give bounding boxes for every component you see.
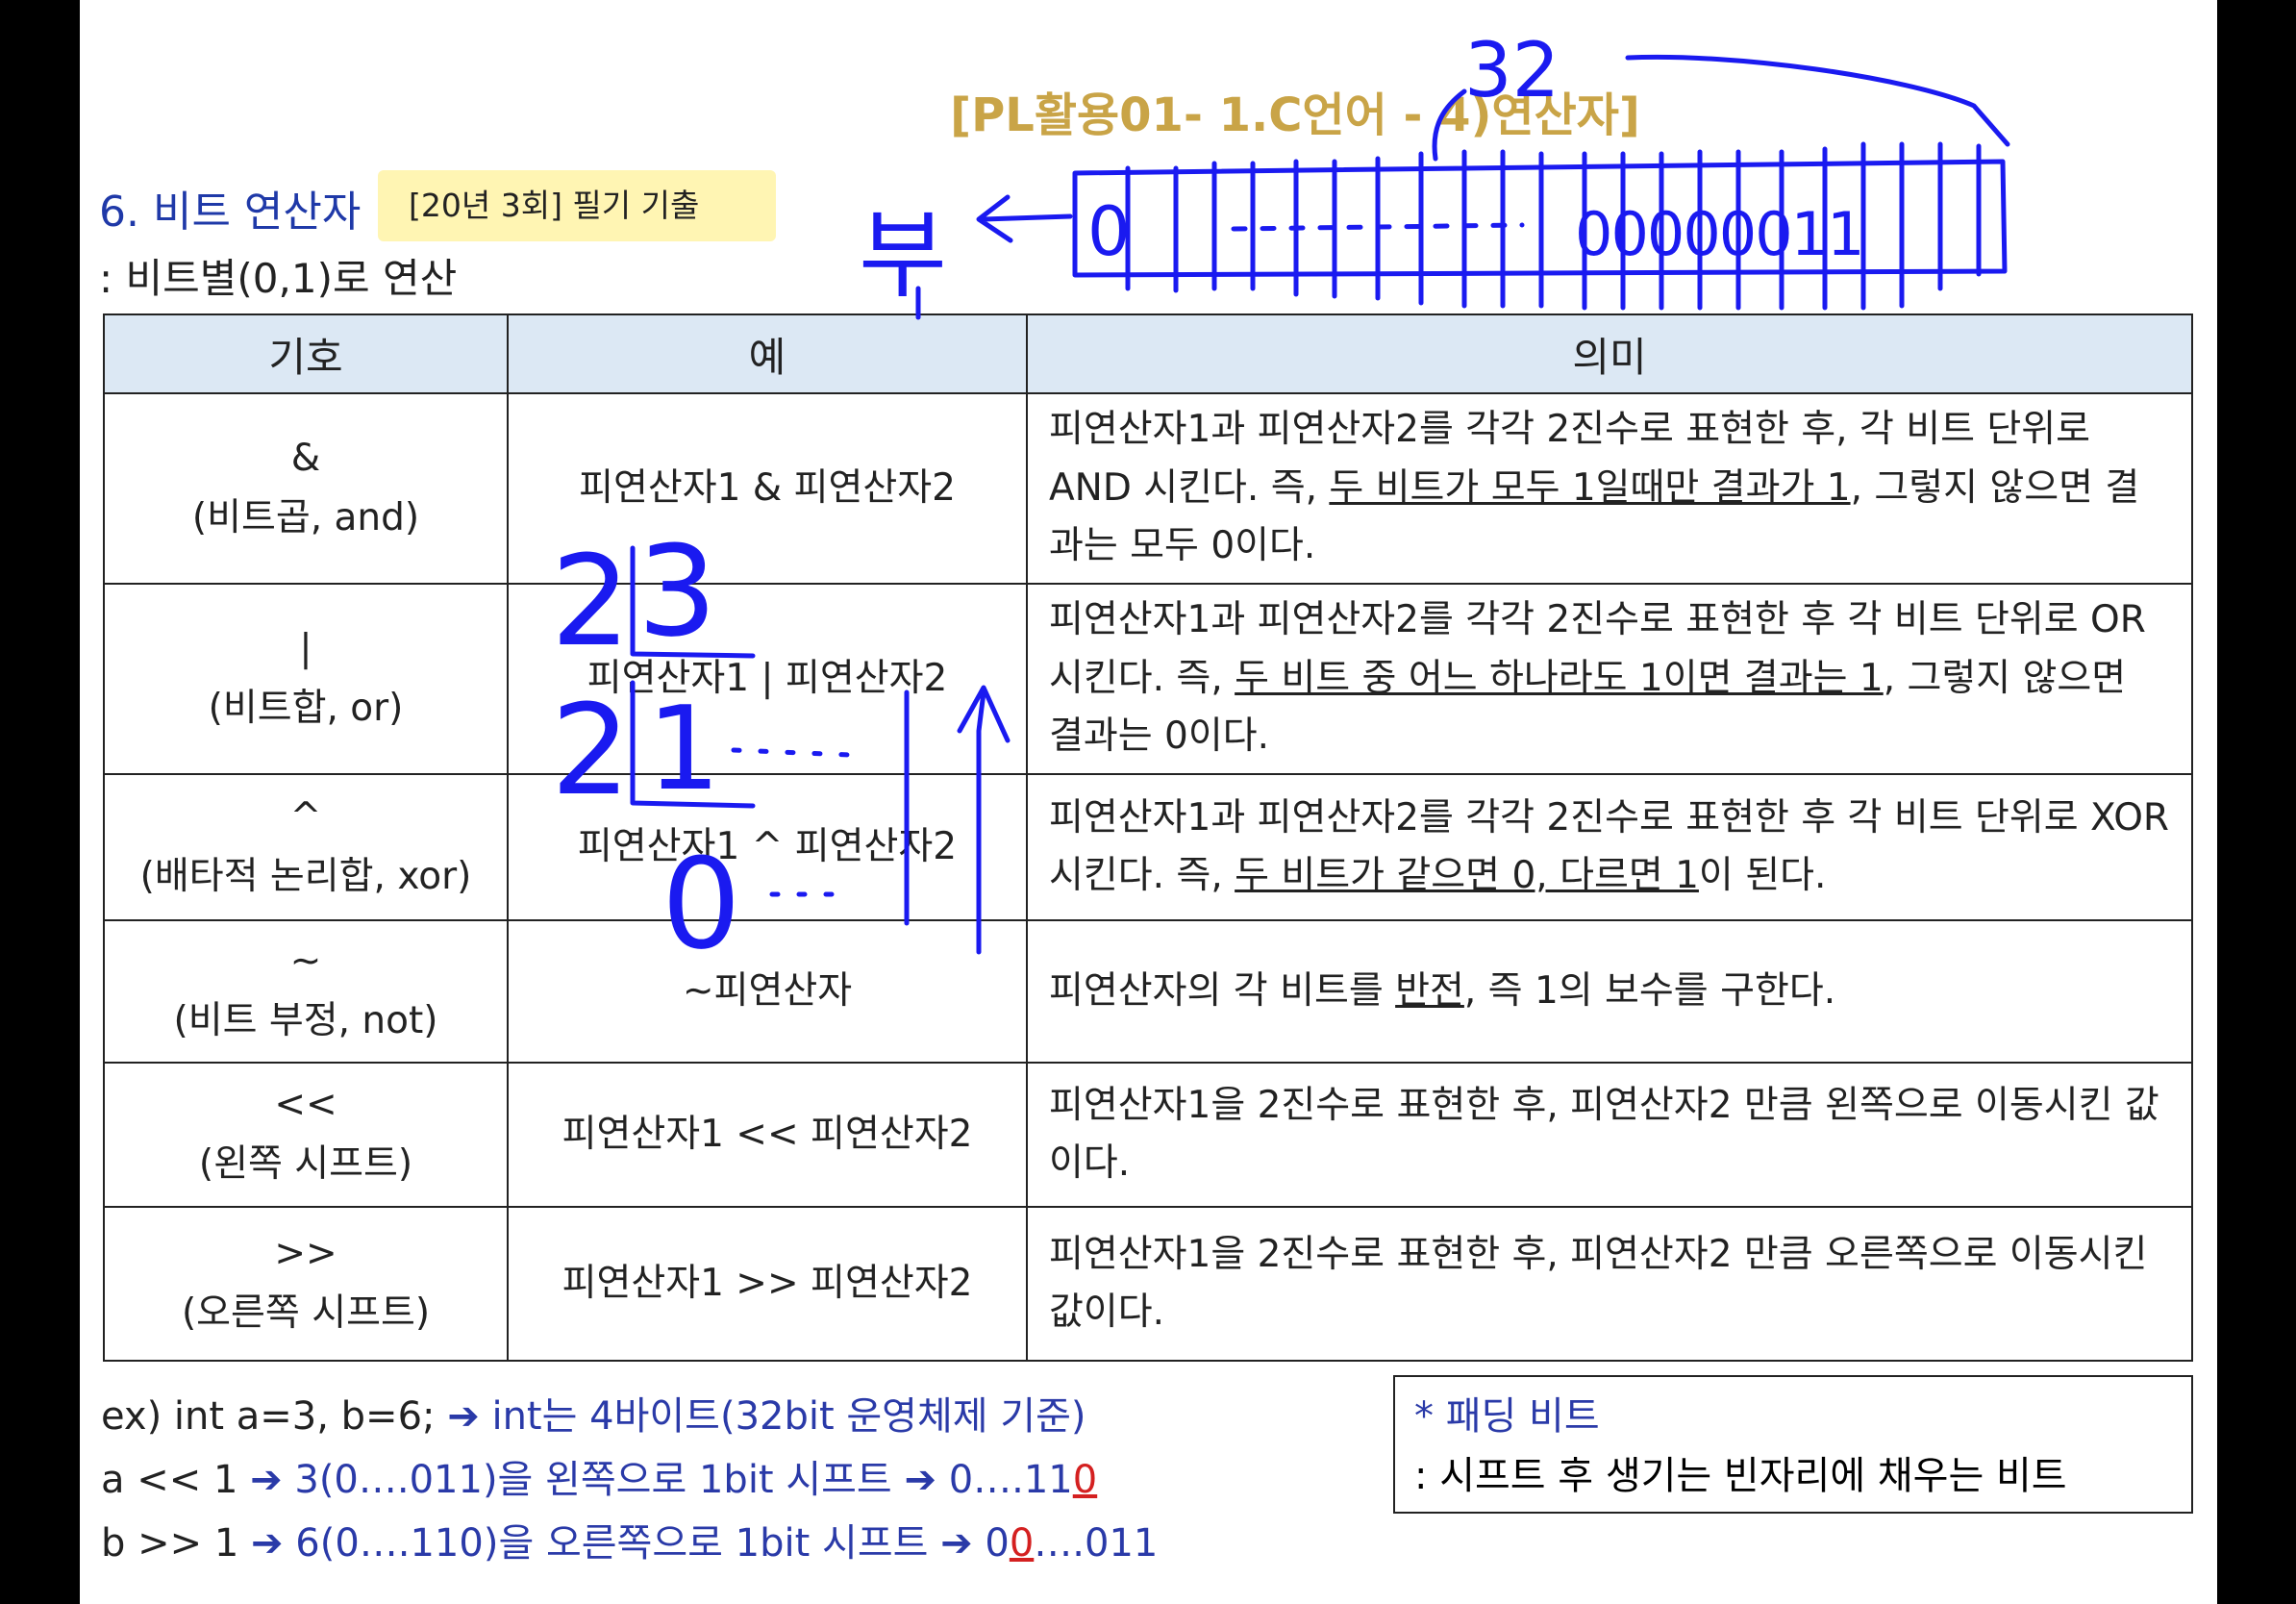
table-row: << (왼쪽 시프트) 피연산자1 << 피연산자2 피연산자1을 2진수로 표현… [103,1062,2193,1208]
symbol: & [290,436,321,480]
leading-bit: 0 [1087,192,1131,271]
padding-bit: 0 [1072,1458,1098,1502]
symbol-name: (오른쪽 시프트) [181,1291,431,1335]
example-result: 0….11 [948,1458,1073,1502]
example-cell: 피연산자1 & 피연산자2 [507,392,1028,585]
symbol-cell: & (비트곱, and) [103,392,509,585]
sign-label: 부 [859,199,947,312]
table-row: | (비트합, or) 피연산자1 | 피연산자2 피연산자1과 피연산자2를 각… [103,583,2193,775]
symbol-cell: ~ (비트 부정, not) [103,919,509,1064]
example-cell: 피연산자1 ^ 피연산자2 [507,773,1028,921]
symbol-name: (비트곱, and) [191,496,420,539]
meaning-cell: 피연산자1을 2진수로 표현한 후, 피연산자2 만큼 오른쪽으로 이동시킨 값… [1026,1206,2193,1362]
example-cell: ~피연산자 [507,919,1028,1064]
bit-register-box [1072,159,2008,278]
padding-bit: 0 [1009,1521,1035,1566]
header-meaning: 의미 [1026,313,2193,394]
example-lines: ex) int a=3, b=6; ➔ int는 4바이트(32bit 운영체제… [101,1385,1158,1575]
arrow-icon: ➔ [904,1458,936,1502]
meaning-cell: 피연산자1을 2진수로 표현한 후, 피연산자2 만큼 왼쪽으로 이동시킨 값이… [1026,1062,2193,1208]
section-title: 6. 비트 연산자 [99,188,362,237]
table-row: ~ (비트 부정, not) ~피연산자 피연산자의 각 비트를 반전, 즉 1의… [103,919,2193,1064]
example-note: 6(0….110)을 오른쪽으로 1bit 시프트 [295,1521,929,1566]
example-cell: 피연산자1 | 피연산자2 [507,583,1028,775]
header-symbol: 기호 [103,313,509,394]
trailing-bits: 00000011 [1575,199,1863,269]
section-description: : 비트별(0,1)로 연산 [99,255,458,302]
example-line-1: ex) int a=3, b=6; ➔ int는 4바이트(32bit 운영체제… [101,1385,1158,1448]
example-result: ….011 [1034,1521,1159,1566]
meaning-cell: 피연산자1과 피연산자2를 각각 2진수로 표현한 후 각 비트 단위로 XOR… [1026,773,2193,921]
example-cell: 피연산자1 >> 피연산자2 [507,1206,1028,1362]
symbol-cell: << (왼쪽 시프트) [103,1062,509,1208]
left-arrow-icon [976,194,1073,243]
symbol-name: (배타적 논리합, xor) [139,855,472,898]
lecture-subtitle: [PL활용01- 1.C언어 - 4)연산자] [950,88,1640,142]
meaning-cell: 피연산자1과 피연산자2를 각각 2진수로 표현한 후 각 비트 단위로 OR … [1026,583,2193,775]
arrow-icon: ➔ [940,1521,973,1566]
dotted-bits [1231,222,1525,232]
symbol-cell: | (비트합, or) [103,583,509,775]
symbol-name: (왼쪽 시프트) [198,1142,413,1186]
example-result: 0 [985,1521,1010,1566]
example-line-3: b >> 1 ➔ 6(0….110)을 오른쪽으로 1bit 시프트 ➔ 00…… [101,1512,1158,1575]
symbol: << [274,1082,337,1126]
symbol: >> [274,1231,337,1275]
exam-badge: [20년 3회] 필기 기출 [378,170,776,241]
symbol: | [299,626,312,670]
symbol-name: (비트 부정, not) [173,999,438,1042]
symbol-cell: ^ (배타적 논리합, xor) [103,773,509,921]
example-note: 3(0….011)을 왼쪽으로 1bit 시프트 [294,1458,892,1502]
meaning-cell: 피연산자1과 피연산자2를 각각 2진수로 표현한 후, 각 비트 단위로 AN… [1026,392,2193,585]
lecture-slide: [PL활용01- 1.C언어 - 4)연산자] 6. 비트 연산자 [20년 3… [80,0,2217,1604]
arrow-icon: ➔ [251,1521,284,1566]
symbol-name: (비트합, or) [208,687,404,730]
arrow-icon: ➔ [250,1458,283,1502]
padding-bit-note: * 패딩 비트 : 시프트 후 생기는 빈자리에 채우는 비트 [1393,1375,2193,1514]
table-row: ^ (배타적 논리합, xor) 피연산자1 ^ 피연산자2 피연산자1과 피연산… [103,773,2193,921]
example-note: int는 4바이트(32bit 운영체제 기준) [491,1394,1086,1439]
table-header-row: 기호 예 의미 [103,313,2193,394]
meaning-cell: 피연산자의 각 비트를 반전, 즉 1의 보수를 구한다. [1026,919,2193,1064]
table-row: & (비트곱, and) 피연산자1 & 피연산자2 피연산자1과 피연산자2를 … [103,392,2193,585]
example-cell: 피연산자1 << 피연산자2 [507,1062,1028,1208]
arrow-icon: ➔ [447,1394,480,1439]
symbol-cell: >> (오른쪽 시프트) [103,1206,509,1362]
bit-operator-table: 기호 예 의미 & (비트곱, and) 피연산자1 & 피연산자2 피연산자1과… [103,313,2193,1362]
symbol: ~ [289,939,322,983]
example-line-2: a << 1 ➔ 3(0….011)을 왼쪽으로 1bit 시프트 ➔ 0….1… [101,1448,1158,1512]
example-code: b >> 1 [101,1521,239,1566]
header-example: 예 [507,313,1028,394]
bit-divider-lines [1125,141,1982,311]
symbol: ^ [289,794,322,839]
padding-note-text: : 시프트 후 생기는 빈자리에 채우는 비트 [1414,1454,2067,1498]
example-code: a << 1 [101,1458,238,1502]
padding-note-title: * 패딩 비트 [1414,1394,1600,1439]
example-code: ex) int a=3, b=6; [101,1394,436,1439]
table-row: >> (오른쪽 시프트) 피연산자1 >> 피연산자2 피연산자1을 2진수로 표… [103,1206,2193,1362]
